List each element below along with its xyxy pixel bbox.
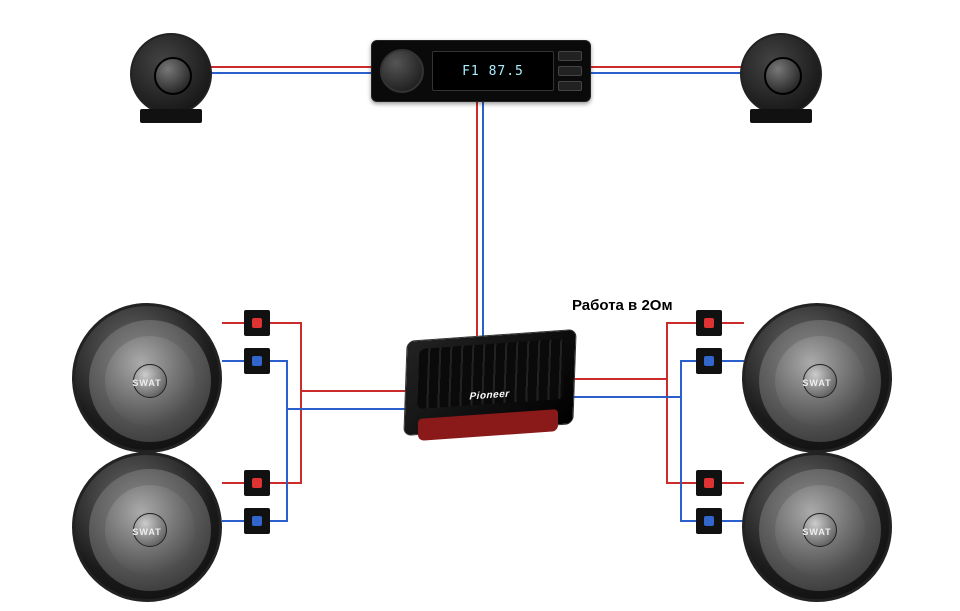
tweeter-dome-icon: [154, 57, 192, 95]
diagram-canvas: F1 87.5 SWAT SWAT SWAT SWAT Pioneer Работа …: [0, 0, 960, 611]
speaker-frame-icon: SWAT: [742, 452, 892, 602]
hu-btn: [558, 81, 582, 91]
wire-blue: [722, 520, 744, 522]
speaker-top-right: SWAT: [742, 303, 892, 453]
wire-red: [222, 322, 244, 324]
speaker-bottom-left: SWAT: [72, 452, 222, 602]
terminal-dot-icon: [252, 356, 262, 366]
wire-blue: [222, 360, 244, 362]
term-r-red-2: [696, 470, 722, 496]
terminal-dot-icon: [704, 318, 714, 328]
wire-red: [270, 322, 302, 324]
head-unit-buttons: [558, 51, 584, 91]
speaker-brand: SWAT: [75, 378, 219, 388]
wire-red: [722, 482, 744, 484]
speaker-brand: SWAT: [745, 527, 889, 537]
wire-blue: [590, 72, 742, 74]
wire-red: [300, 390, 408, 392]
speaker-frame-icon: SWAT: [72, 452, 222, 602]
wire-blue: [680, 360, 682, 522]
term-l-blue-2: [244, 508, 270, 534]
terminal-dot-icon: [704, 516, 714, 526]
wire-blue: [222, 520, 244, 522]
terminal-dot-icon: [252, 478, 262, 488]
term-l-red-2: [244, 470, 270, 496]
wire-red: [300, 322, 302, 484]
wire-blue: [572, 396, 682, 398]
speaker-brand: SWAT: [75, 527, 219, 537]
volume-knob-icon: [380, 49, 424, 93]
terminal-dot-icon: [252, 516, 262, 526]
wire-red: [222, 482, 244, 484]
wire-red: [666, 322, 668, 484]
wire-red: [666, 322, 696, 324]
wire-red: [722, 322, 744, 324]
tweeter-plate-icon: [130, 33, 212, 115]
wire-blue: [680, 360, 696, 362]
hu-btn: [558, 51, 582, 61]
wire-blue: [680, 520, 696, 522]
wire-blue: [270, 520, 288, 522]
wire-red: [210, 66, 372, 68]
head-unit: F1 87.5: [371, 40, 591, 102]
term-r-red-1: [696, 310, 722, 336]
wire-blue: [286, 408, 408, 410]
radio-display: F1 87.5: [432, 51, 554, 91]
speaker-bottom-right: SWAT: [742, 452, 892, 602]
terminal-dot-icon: [704, 356, 714, 366]
speaker-brand: SWAT: [745, 378, 889, 388]
hu-btn: [558, 66, 582, 76]
term-r-blue-2: [696, 508, 722, 534]
tweeter-plate-icon: [740, 33, 822, 115]
speaker-frame-icon: SWAT: [742, 303, 892, 453]
speaker-frame-icon: SWAT: [72, 303, 222, 453]
amplifier: Pioneer: [400, 325, 580, 440]
wire-red: [476, 102, 478, 336]
speaker-top-left: SWAT: [72, 303, 222, 453]
term-l-red-1: [244, 310, 270, 336]
wire-blue: [722, 360, 744, 362]
caption-label: Работа в 2Ом: [572, 297, 673, 314]
term-l-blue-1: [244, 348, 270, 374]
wire-blue: [482, 102, 484, 336]
tweeter-right: [740, 33, 822, 115]
tweeter-base: [750, 109, 812, 123]
wire-red: [590, 66, 742, 68]
tweeter-base: [140, 109, 202, 123]
terminal-dot-icon: [704, 478, 714, 488]
wire-blue: [286, 360, 288, 522]
term-r-blue-1: [696, 348, 722, 374]
wire-blue: [210, 72, 372, 74]
terminal-dot-icon: [252, 318, 262, 328]
wire-red: [572, 378, 668, 380]
tweeter-left: [130, 33, 212, 115]
tweeter-dome-icon: [764, 57, 802, 95]
